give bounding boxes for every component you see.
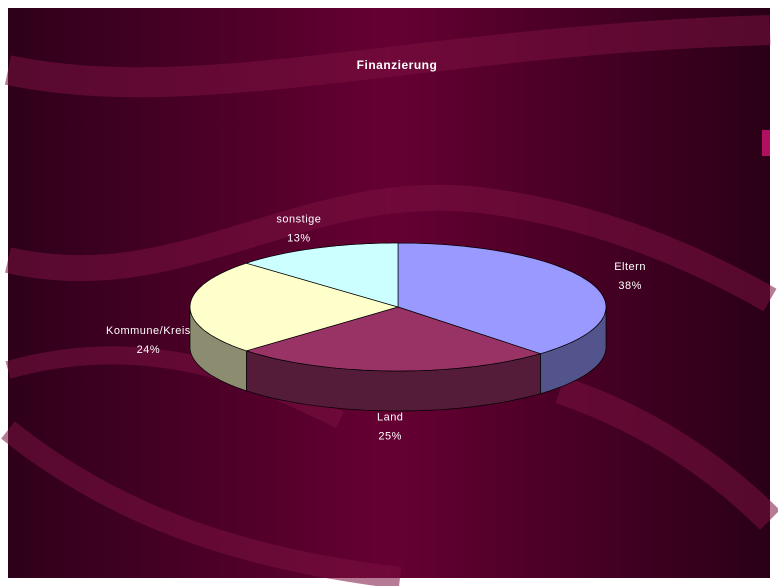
slice-label: sonstige [276, 214, 321, 226]
decoration [762, 130, 770, 156]
value-label: 24% [137, 344, 161, 356]
pie-slice [245, 306, 542, 372]
slice-label: Eltern [614, 261, 646, 273]
pie-slice [397, 242, 607, 355]
pie-slice [189, 262, 400, 352]
value-label: 13% [287, 233, 311, 245]
pie [189, 242, 607, 412]
chart-title: Finanzierung [357, 58, 438, 72]
decoration [1, 15, 778, 586]
value-label: 25% [378, 430, 402, 442]
pie-slice [245, 242, 399, 308]
value-label: 38% [618, 280, 642, 292]
slice-label: Kommune/Kreis [106, 325, 191, 337]
slice-label: Land [377, 411, 403, 423]
